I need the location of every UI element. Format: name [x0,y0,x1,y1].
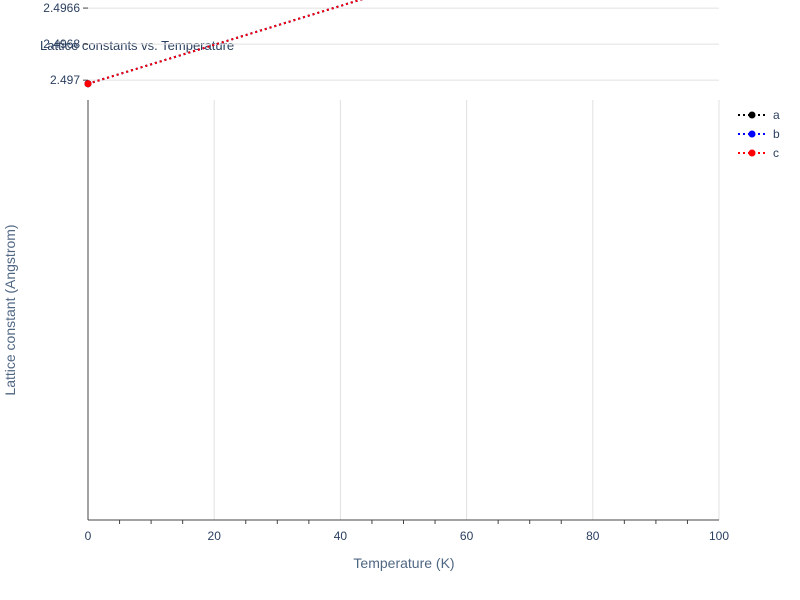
legend: abc [738,108,780,160]
x-tick-label: 60 [460,529,474,543]
y-tick-label: 2.4966 [43,1,80,15]
x-axis-title: Temperature (K) [353,555,454,571]
legend-label: b [773,127,780,141]
x-tick-label: 40 [334,529,348,543]
legend-item-b: b [738,127,780,141]
legend-marker [748,149,756,157]
series-layer [84,0,363,88]
x-tick-label: 0 [85,529,92,543]
legend-label: c [773,146,779,160]
legend-marker [748,111,756,119]
y-tick-label: 2.4968 [43,37,80,51]
series-c [84,0,363,88]
chart-title: Lattice constants vs. Temperature [40,38,234,53]
legend-marker [748,130,756,138]
x-tick-label: 100 [709,529,729,543]
x-ticks: 0 20 40 60 80 100 [85,520,729,543]
series-c-line [87,0,363,85]
grid [88,7,720,520]
legend-item-a: a [738,108,780,122]
x-tick-label: 80 [586,529,600,543]
series-c-point [84,80,92,88]
legend-label: a [773,108,780,122]
y-axis-title: Lattice constant (Angstrom) [2,224,18,395]
legend-item-c: c [738,146,779,160]
x-tick-label: 20 [208,529,222,543]
y-tick-label: 2.497 [50,73,80,87]
